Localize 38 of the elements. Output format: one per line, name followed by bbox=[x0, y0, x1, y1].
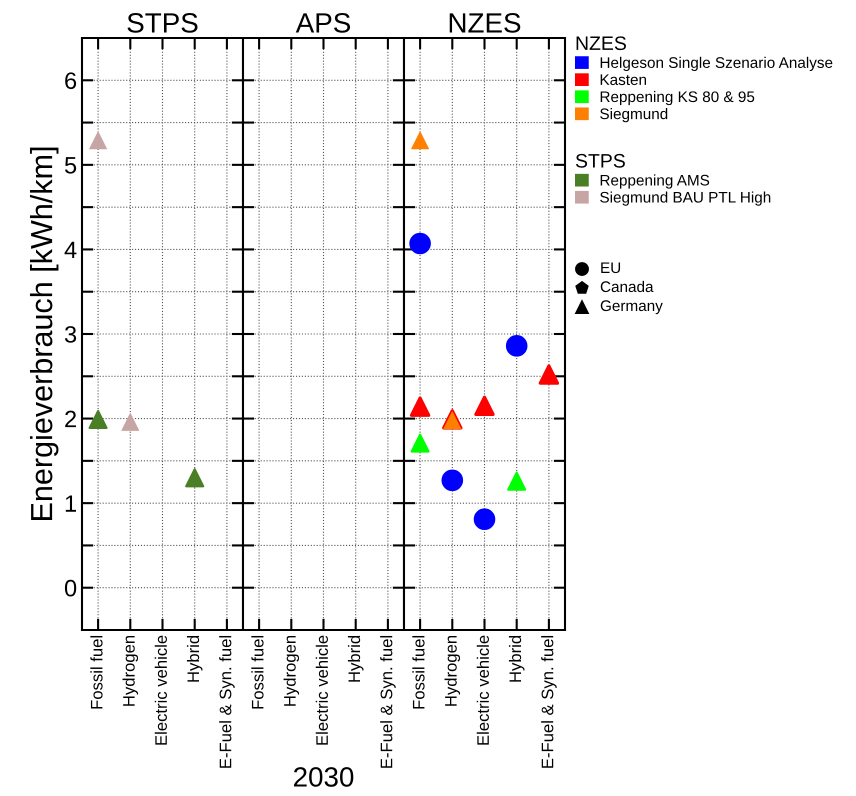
x-tick-label: Electric vehicle bbox=[154, 636, 167, 745]
x-tick-label: Fossil fuel bbox=[90, 636, 103, 709]
legend-title: NZES bbox=[576, 36, 626, 50]
x-tick-label: Hydrogen bbox=[122, 636, 138, 706]
chart-title: NZES bbox=[450, 13, 520, 33]
legend-label: Kasten bbox=[600, 74, 646, 86]
x-tick-label: Electric vehicle bbox=[316, 636, 328, 745]
y-tick-label: 2 bbox=[65, 410, 76, 428]
x-tick-label: E-Fuel & Syn. fuel bbox=[380, 636, 396, 768]
y-tick-label: 4 bbox=[64, 242, 76, 258]
y-axis-title: Energieverbrauch [kWh/km] bbox=[30, 148, 58, 520]
chart-title: APS bbox=[296, 13, 350, 33]
y-tick-label: 3 bbox=[64, 326, 76, 343]
text: Canada bbox=[600, 280, 654, 292]
x-tick-label: E-Fuel & Syn. fuel bbox=[219, 636, 235, 768]
legend-label: Reppening KS 80 & 95 bbox=[600, 90, 754, 106]
x-tick-label: Fossil fuel bbox=[412, 636, 425, 709]
text: EU bbox=[601, 262, 620, 274]
legend-label: Siegmund bbox=[600, 108, 668, 122]
y-tick-label: 0 bbox=[64, 580, 76, 596]
x-tick-label: Hybrid bbox=[508, 636, 524, 682]
x-tick-label: Electric vehicle bbox=[476, 636, 489, 745]
x-axis-title: 2030 bbox=[294, 767, 354, 787]
y-tick-label: 6 bbox=[65, 72, 76, 90]
text: Germany bbox=[600, 300, 663, 314]
x-tick-label: E-Fuel & Syn. fuel bbox=[541, 636, 557, 768]
x-tick-label: Fossil fuel bbox=[251, 636, 264, 709]
x-tick-label: Hybrid bbox=[348, 636, 364, 682]
x-tick-label: Hydrogen bbox=[284, 636, 300, 706]
x-tick-label: Hybrid bbox=[186, 636, 202, 682]
legend-label: Reppening AMS bbox=[600, 174, 710, 189]
y-tick-label: 1 bbox=[66, 495, 76, 512]
chart-title: STPS bbox=[127, 13, 198, 33]
y-tick-label: 5 bbox=[64, 157, 76, 174]
legend-label: Helgeson Single Szenario Analyse bbox=[600, 56, 832, 72]
legend-label: Siegmund BAU PTL High bbox=[600, 191, 770, 206]
legend-title: STPS bbox=[576, 154, 625, 168]
x-tick-label: Hydrogen bbox=[444, 636, 460, 706]
